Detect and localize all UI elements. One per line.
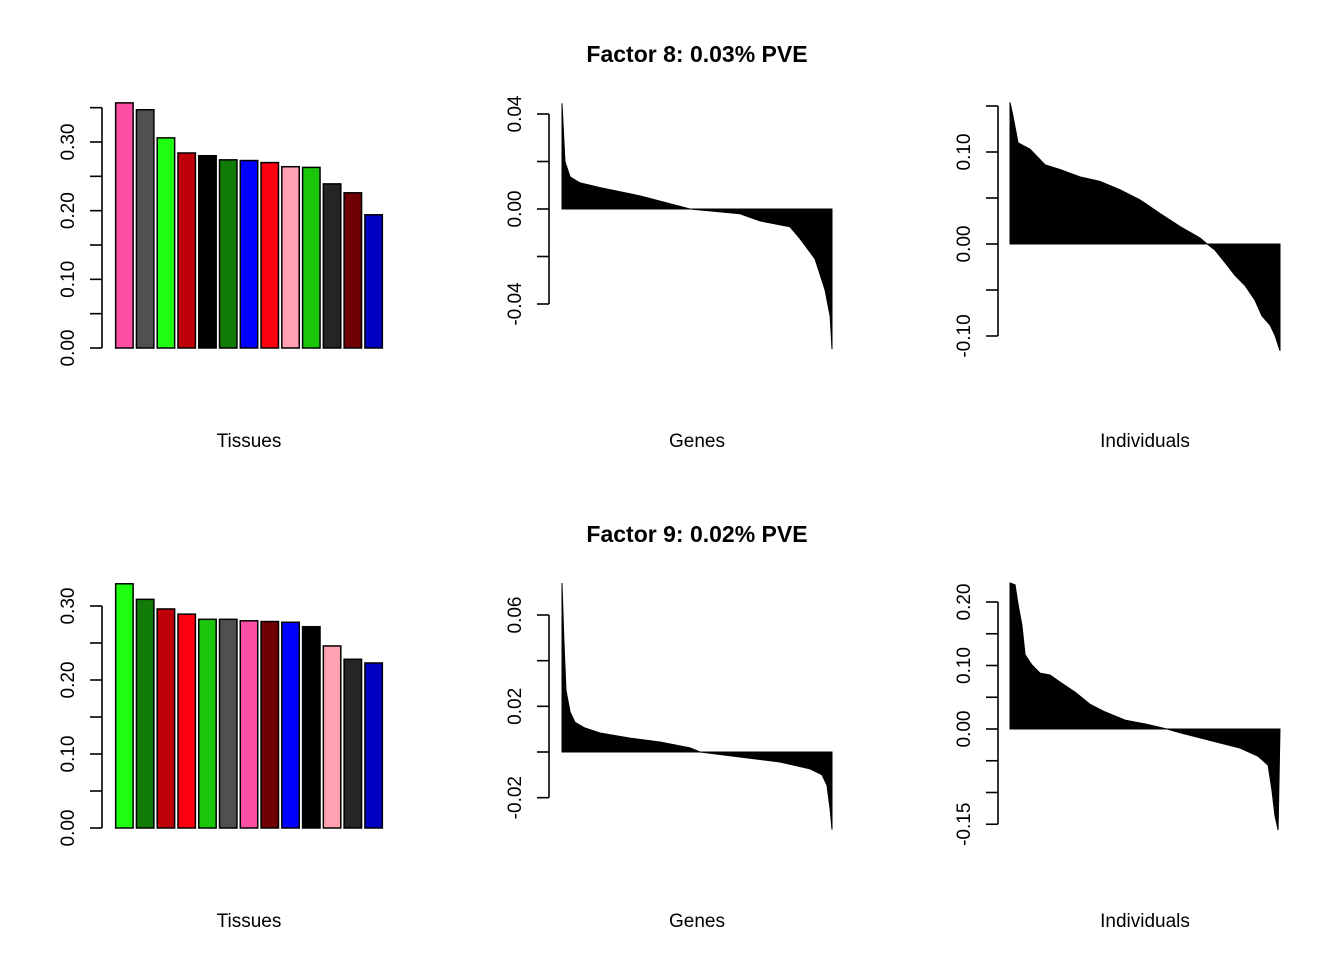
factor-8-tissues-bar — [197, 154, 217, 349]
factor-9-tissues-bar — [364, 662, 384, 829]
factor-8-tissues-y-tick-label: 0.00 — [58, 330, 79, 367]
factor-9-tissues-bar — [343, 658, 363, 829]
factor-9-individuals-area-series — [1009, 582, 1281, 831]
factor-9-tissues-bar — [239, 620, 259, 829]
factor-8-individuals-y-tick-label: -0.10 — [954, 314, 975, 357]
factor-9-genes-panel: -0.02 0.02 0.06 — [505, 582, 833, 830]
factor-8-genes-y-tick-label: 0.04 — [505, 95, 526, 132]
factor-9-tissues-bar — [114, 583, 134, 829]
factor-9-tissues-y-tick-label: 0.00 — [58, 810, 79, 847]
factor-8-tissues-bar — [114, 102, 134, 349]
factor-9-genes-y-tick-label: 0.06 — [505, 597, 526, 634]
factor-8-tissues-bar — [135, 108, 155, 349]
factor-9-tissues-bar — [135, 598, 155, 829]
factor-8-individuals-y-tick-label: 0.00 — [954, 226, 975, 263]
factor-9-tissues-bar — [177, 613, 197, 829]
factor-8-tissues-xlabel: Tissues — [217, 431, 282, 452]
factor-9-tissues-bar — [281, 621, 301, 829]
factor-8-tissues-bar — [218, 159, 238, 349]
factor-8-tissues-y-tick-label: 0.10 — [58, 261, 79, 298]
factor-8-tissues-bar — [239, 159, 259, 349]
factor-9-tissues-y-tick-label: 0.30 — [58, 588, 79, 625]
factor-9-individuals-y-tick-label: 0.20 — [954, 584, 975, 621]
factor-9-individuals-y-tick-label: -0.15 — [954, 803, 975, 846]
factor-8-tissues-bar — [260, 161, 280, 349]
factor-9-tissues-y-tick-label: 0.10 — [58, 736, 79, 773]
factor-9-individuals-xlabel: Individuals — [1100, 911, 1190, 932]
factor-9-genes-y-tick-label: -0.02 — [505, 776, 526, 819]
factor-8-genes-area-series — [561, 103, 833, 350]
factor-9-individuals-panel: -0.15 0.00 0.10 0.20 — [954, 582, 1281, 846]
factor-8-individuals-y-tick-label: 0.10 — [954, 134, 975, 171]
factor-9-tissues-bar — [156, 608, 176, 829]
factor-9-genes-y-tick-label: 0.02 — [505, 688, 526, 725]
factor-9-individuals-y-tick-label: 0.00 — [954, 711, 975, 748]
factor-9-title: Factor 9: 0.02% PVE — [586, 521, 807, 547]
factor-9-individuals-y-tick-label: 0.10 — [954, 647, 975, 684]
factor-9-tissues-bar — [218, 618, 238, 829]
factor-9-genes-xlabel: Genes — [669, 911, 725, 932]
factor-8-genes-y-tick-label: 0.00 — [505, 191, 526, 228]
factor-9-tissues-bar — [197, 618, 217, 829]
factor-8-genes-y-tick-label: -0.04 — [505, 282, 526, 326]
factor-9-genes-area-series — [561, 582, 833, 830]
factor-8-tissues-bar — [322, 183, 342, 349]
factor-9-tissues-panel: 0.00 0.10 0.20 0.30 — [58, 583, 384, 847]
factor-8-tissues-panel: 0.00 0.10 0.20 0.30 — [58, 102, 384, 367]
factor-8-individuals-panel: -0.10 0.00 0.10 — [954, 102, 1281, 358]
factor-9-tissues-xlabel: Tissues — [217, 911, 282, 932]
factor-8-tissues-bar — [301, 166, 321, 349]
factor-8-tissues-y-tick-label: 0.30 — [58, 124, 79, 161]
factor-9-tissues-bar — [260, 620, 280, 829]
factor-8-individuals-area-series — [1009, 102, 1281, 351]
factor-8-title: Factor 8: 0.03% PVE — [586, 41, 807, 67]
factor-8-individuals-xlabel: Individuals — [1100, 431, 1190, 452]
factor-8-tissues-bar — [281, 165, 301, 349]
factor-8-tissues-bar — [177, 152, 197, 349]
factor-8-tissues-bar — [364, 214, 384, 349]
factor-8-genes-panel: -0.04 0.00 0.04 — [505, 95, 833, 350]
factor-9-tissues-y-tick-label: 0.20 — [58, 662, 79, 699]
factor-8-tissues-bar — [343, 192, 363, 349]
factor-8-tissues-bar — [156, 137, 176, 349]
factor-9-tissues-bar — [322, 645, 342, 829]
factor-9-tissues-bar — [301, 625, 321, 829]
factor-8-genes-xlabel: Genes — [669, 431, 725, 452]
factor-8-tissues-y-tick-label: 0.20 — [58, 192, 79, 229]
